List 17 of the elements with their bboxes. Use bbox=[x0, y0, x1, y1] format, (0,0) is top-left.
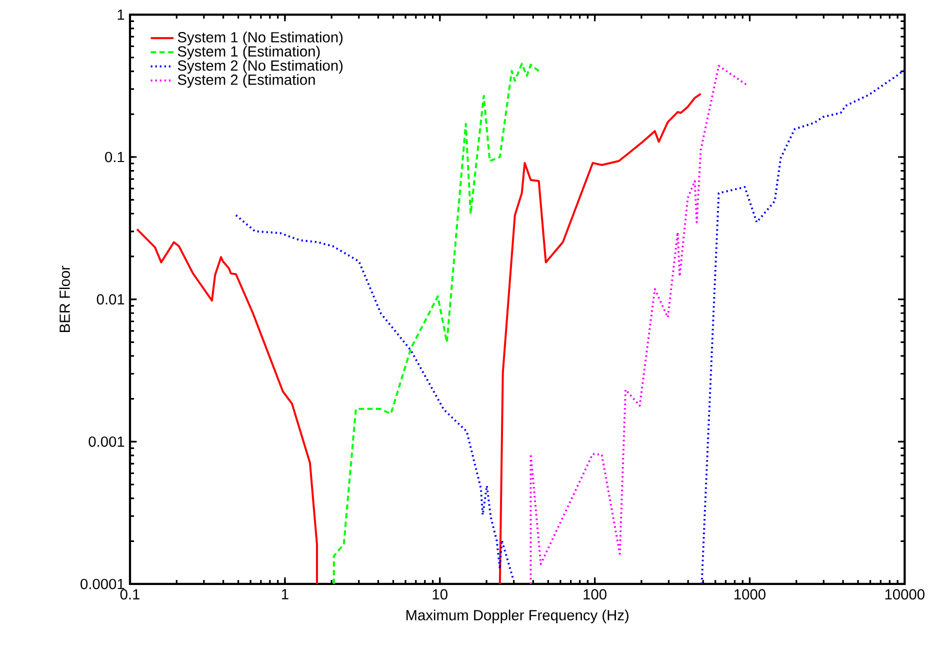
x-tick-label: 10000 bbox=[885, 589, 924, 600]
y-tick-label: 1 bbox=[118, 10, 124, 20]
x-axis-title: Maximum Doppler Frequency (Hz) bbox=[406, 610, 628, 624]
legend-label: System 2 (No Estimation) bbox=[178, 60, 343, 74]
x-tick-label: 1 bbox=[282, 589, 288, 600]
x-tick-label: 100 bbox=[584, 589, 606, 600]
y-tick-label: 0.0001 bbox=[80, 578, 124, 590]
legend-label: System 1 (Estimation) bbox=[178, 46, 320, 60]
y-tick-label: 0.001 bbox=[88, 436, 124, 447]
y-tick-label: 0.01 bbox=[96, 294, 124, 305]
y-axis-title: BER Floor bbox=[59, 266, 70, 332]
x-tick-label: 10 bbox=[432, 589, 448, 600]
legend-label: System 1 (No Estimation) bbox=[178, 32, 343, 46]
x-tick-label: 1000 bbox=[734, 589, 766, 600]
legend-label: System 2 (Estimation bbox=[178, 74, 315, 88]
y-tick-label: 0.1 bbox=[105, 152, 124, 162]
x-tick-label: 0.1 bbox=[120, 589, 140, 600]
